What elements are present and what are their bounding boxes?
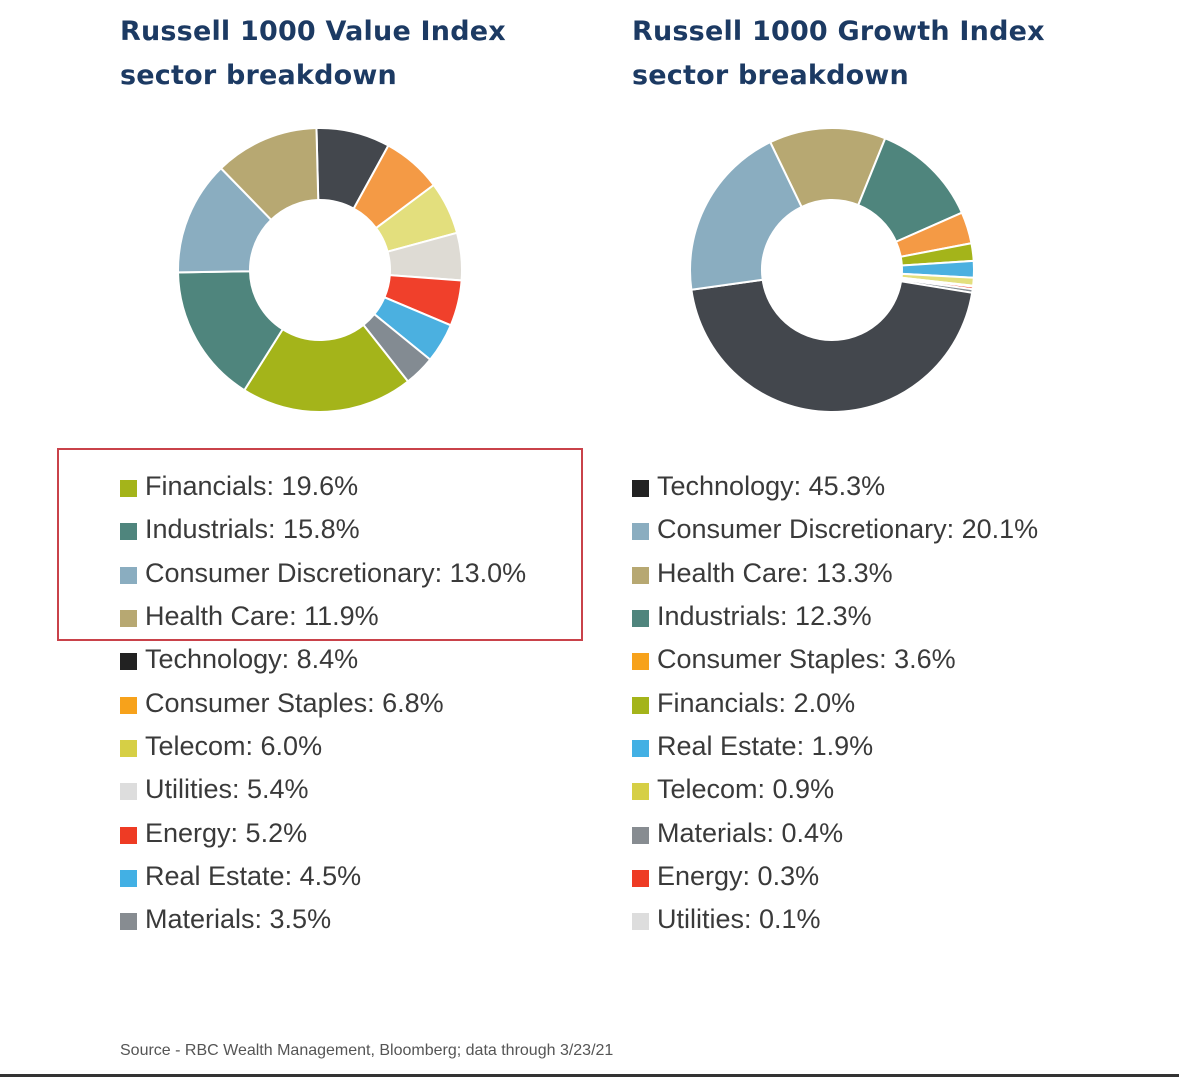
value-legend-label-financials: Financials: 19.6%	[145, 471, 359, 502]
value-legend-item-health-care: Health Care: 11.9%	[120, 595, 526, 638]
growth-legend-item-real-estate: Real Estate: 1.9%	[632, 725, 1038, 768]
growth-legend-label-utilities: Utilities: 0.1%	[657, 904, 821, 935]
value-legend: Financials: 19.6% Industrials: 15.8% Consu…	[120, 465, 526, 941]
growth-legend-label-real-estate: Real Estate: 1.9%	[657, 730, 874, 761]
growth-legend-swatch-consumer-discretionary	[632, 523, 649, 541]
value-chart-title: Russell 1000 Value Index sector breakdow…	[120, 16, 506, 91]
value-legend-swatch-consumer-staples	[120, 696, 137, 714]
value-legend-swatch-financials	[120, 480, 137, 498]
growth-legend: Technology: 45.3% Consumer Discretionary:…	[632, 465, 1038, 941]
growth-legend-item-technology: Technology: 45.3%	[632, 465, 1038, 508]
value-legend-swatch-utilities	[120, 783, 137, 801]
growth-legend-label-financials: Financials: 2.0%	[657, 687, 856, 718]
value-legend-swatch-industrials	[120, 523, 137, 541]
value-legend-label-energy: Energy: 5.2%	[145, 817, 308, 848]
value-legend-item-consumer-discretionary: Consumer Discretionary: 13.0%	[120, 552, 526, 595]
value-legend-swatch-materials	[120, 913, 137, 931]
value-donut-chart	[177, 127, 463, 413]
value-legend-swatch-real-estate	[120, 869, 137, 887]
value-legend-item-consumer-staples: Consumer Staples: 6.8%	[120, 681, 526, 724]
growth-legend-item-financials: Financials: 2.0%	[632, 681, 1038, 724]
value-legend-swatch-energy	[120, 826, 137, 844]
growth-legend-item-consumer-discretionary: Consumer Discretionary: 20.1%	[632, 508, 1038, 551]
growth-chart-title: Russell 1000 Growth Index sector breakdo…	[632, 16, 1045, 91]
growth-legend-swatch-health-care	[632, 566, 649, 584]
growth-donut-chart	[689, 127, 975, 413]
value-legend-item-industrials: Industrials: 15.8%	[120, 508, 526, 551]
growth-legend-label-technology: Technology: 45.3%	[657, 471, 886, 502]
source-note: Source - RBC Wealth Management, Bloomber…	[120, 1042, 614, 1059]
growth-legend-label-health-care: Health Care: 13.3%	[657, 557, 893, 588]
value-legend-item-financials: Financials: 19.6%	[120, 465, 526, 508]
value-legend-label-consumer-staples: Consumer Staples: 6.8%	[145, 687, 444, 718]
growth-legend-swatch-utilities	[632, 913, 649, 931]
growth-legend-swatch-industrials	[632, 610, 649, 628]
value-legend-swatch-consumer-discretionary	[120, 566, 137, 584]
growth-index-panel: Russell 1000 Growth Index sector breakdo…	[632, 0, 1179, 960]
value-legend-label-technology: Technology: 8.4%	[145, 644, 359, 675]
growth-legend-label-industrials: Industrials: 12.3%	[657, 601, 872, 632]
value-slice-financials	[242, 323, 410, 413]
bottom-divider	[0, 1074, 1179, 1077]
growth-legend-swatch-energy	[632, 869, 649, 887]
value-legend-item-telecom: Telecom: 6.0%	[120, 725, 526, 768]
growth-slice-technology	[690, 278, 974, 413]
value-legend-swatch-technology	[120, 653, 137, 671]
growth-legend-label-materials: Materials: 0.4%	[657, 817, 844, 848]
growth-legend-item-telecom: Telecom: 0.9%	[632, 768, 1038, 811]
value-legend-label-health-care: Health Care: 11.9%	[145, 601, 379, 632]
value-slice-health-care	[219, 127, 320, 222]
value-legend-swatch-health-care	[120, 610, 137, 628]
growth-legend-item-consumer-staples: Consumer Staples: 3.6%	[632, 638, 1038, 681]
value-legend-label-industrials: Industrials: 15.8%	[145, 514, 360, 545]
value-legend-label-materials: Materials: 3.5%	[145, 904, 332, 935]
value-legend-swatch-telecom	[120, 739, 137, 757]
growth-legend-label-consumer-discretionary: Consumer Discretionary: 20.1%	[657, 514, 1039, 545]
growth-legend-swatch-real-estate	[632, 739, 649, 757]
growth-legend-swatch-technology	[632, 480, 649, 498]
growth-legend-swatch-telecom	[632, 783, 649, 801]
growth-slice-consumer-discretionary	[689, 140, 803, 291]
growth-legend-label-telecom: Telecom: 0.9%	[657, 774, 835, 805]
growth-legend-swatch-materials	[632, 826, 649, 844]
value-legend-item-materials: Materials: 3.5%	[120, 898, 526, 941]
value-slice-industrials	[177, 270, 285, 392]
value-legend-item-technology: Technology: 8.4%	[120, 638, 526, 681]
highlight-box	[57, 448, 583, 641]
value-index-panel: Russell 1000 Value Index sector breakdow…	[120, 0, 680, 960]
value-legend-label-real-estate: Real Estate: 4.5%	[145, 860, 362, 891]
value-legend-item-real-estate: Real Estate: 4.5%	[120, 855, 526, 898]
growth-legend-item-materials: Materials: 0.4%	[632, 811, 1038, 854]
growth-legend-label-consumer-staples: Consumer Staples: 3.6%	[657, 644, 956, 675]
value-legend-label-consumer-discretionary: Consumer Discretionary: 13.0%	[145, 557, 527, 588]
growth-legend-item-energy: Energy: 0.3%	[632, 855, 1038, 898]
value-legend-item-utilities: Utilities: 5.4%	[120, 768, 526, 811]
growth-legend-swatch-financials	[632, 696, 649, 714]
value-legend-label-telecom: Telecom: 6.0%	[145, 730, 323, 761]
growth-legend-item-health-care: Health Care: 13.3%	[632, 552, 1038, 595]
growth-legend-label-energy: Energy: 0.3%	[657, 860, 820, 891]
growth-legend-item-industrials: Industrials: 12.3%	[632, 595, 1038, 638]
growth-legend-swatch-consumer-staples	[632, 653, 649, 671]
value-legend-item-energy: Energy: 5.2%	[120, 811, 526, 854]
value-legend-label-utilities: Utilities: 5.4%	[145, 774, 309, 805]
growth-legend-item-utilities: Utilities: 0.1%	[632, 898, 1038, 941]
